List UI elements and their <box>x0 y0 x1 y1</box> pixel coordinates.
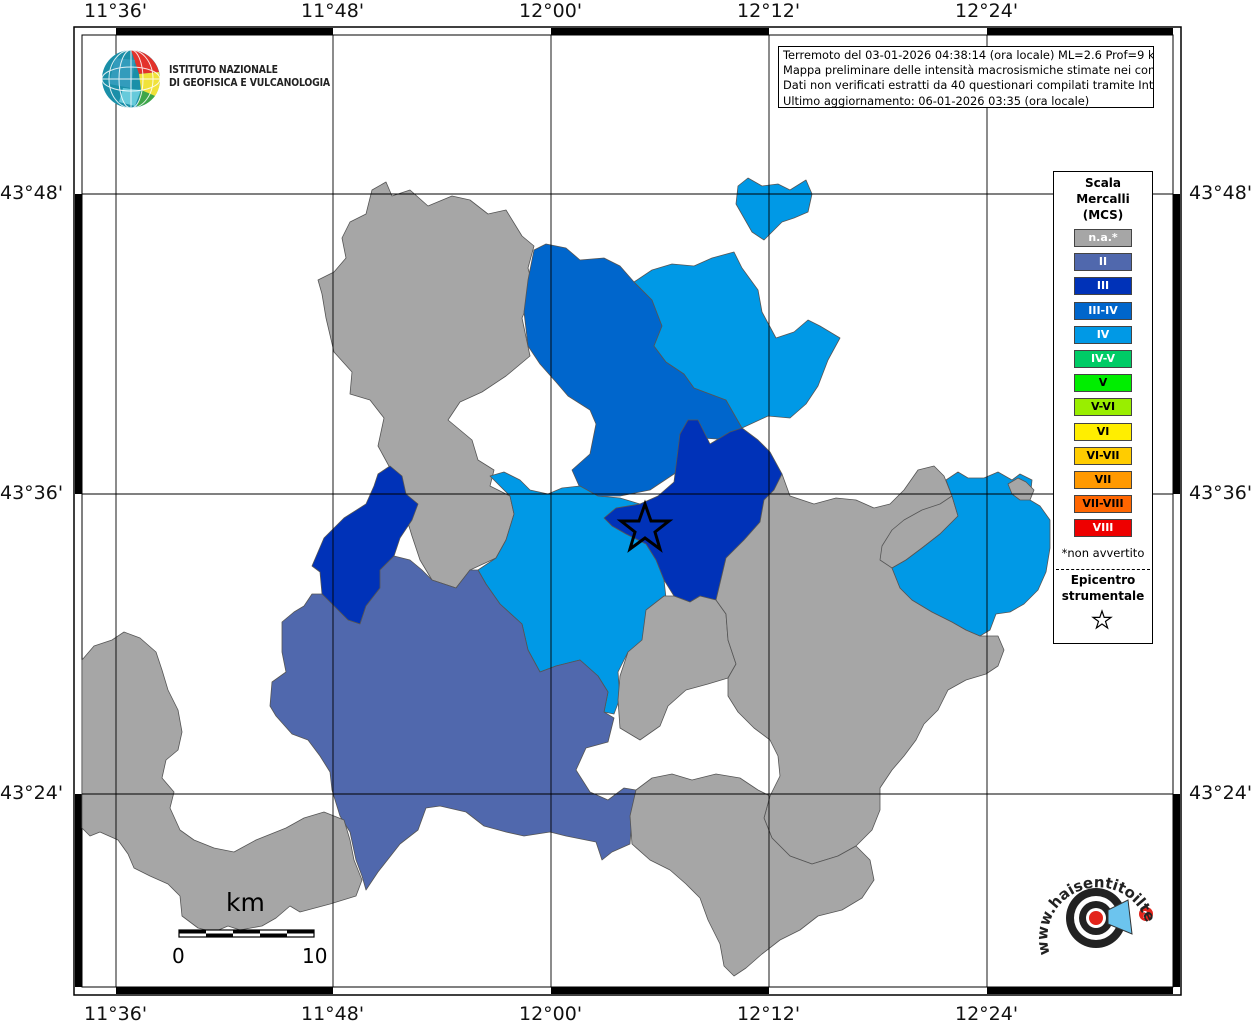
legend-swatch: VII <box>1074 471 1132 489</box>
lat-tick-left: 43°24' <box>0 782 64 804</box>
lon-tick-bottom: 12°12' <box>737 1003 801 1025</box>
lon-tick-top: 12°12' <box>737 0 801 22</box>
legend-swatch: VIII <box>1074 519 1132 538</box>
legend-divider <box>1056 569 1150 570</box>
comuni-polygons <box>81 177 1051 977</box>
info-line-updated: Ultimo aggiornamento: 06-01-2026 03:35 (… <box>783 93 1090 108</box>
comune-gray-east-tip <box>1007 477 1035 501</box>
lon-tick-bottom: 12°00' <box>519 1003 583 1025</box>
epicenter-star-icon <box>616 499 674 553</box>
comune-iv-island <box>735 177 813 241</box>
logo-line-2: DI GEOFISICA E VULCANOLOGIA <box>169 77 330 89</box>
legend-swatch: VII-VIII <box>1074 495 1132 514</box>
ingv-logo: ISTITUTO NAZIONALE DI GEOFISICA E VULCAN… <box>101 48 341 112</box>
lat-tick-left: 43°48' <box>0 182 64 204</box>
info-line-event: Terremoto del 03-01-2026 04:38:14 (ora l… <box>783 48 1154 62</box>
comune-ii-sw <box>269 555 637 891</box>
scale-unit-label: km <box>226 888 265 917</box>
scale-end-label: 10 <box>302 944 328 968</box>
legend-swatch: V-VI <box>1074 398 1132 417</box>
lon-tick-bottom: 12°24' <box>955 1003 1019 1025</box>
comune-gray-sw <box>81 631 363 933</box>
lon-tick-bottom: 11°36' <box>84 1003 148 1025</box>
frame-scale-bars <box>75 28 1180 994</box>
graticule <box>82 35 1173 987</box>
logo-line-1: ISTITUTO NAZIONALE <box>169 64 278 76</box>
legend-note: *non avvertito <box>1061 546 1145 560</box>
legend-swatch: III-IV <box>1074 301 1132 320</box>
svg-text:?: ? <box>1142 910 1148 921</box>
lon-tick-top: 11°36' <box>84 0 148 22</box>
comune-iv-east <box>891 471 1051 637</box>
lon-tick-top: 11°48' <box>301 0 365 22</box>
scale-bar <box>178 929 315 938</box>
legend-swatch: II <box>1074 253 1132 272</box>
legend-swatch: n.a.* <box>1074 229 1132 247</box>
legend-swatch: IV <box>1074 325 1132 344</box>
legend-title-line: (MCS) <box>1082 208 1124 222</box>
haisentito-logo: ? www.haisentitoilterremoto.it <box>1020 848 1168 992</box>
legend-swatch: VI <box>1074 422 1132 441</box>
legend-swatch: VI-VII <box>1074 446 1132 465</box>
lat-tick-left: 43°36' <box>0 482 64 504</box>
legend-title-line: Scala <box>1084 176 1122 190</box>
legend-title-line: Mercalli <box>1076 192 1130 206</box>
haisentito-logo-graphic: ? www.haisentitoilterremoto.it <box>1020 848 1159 957</box>
comune-gray-south <box>629 773 875 977</box>
comune-gray-east-big <box>715 465 1005 865</box>
lat-tick-right: 43°36' <box>1189 482 1253 504</box>
legend-swatch: IV-V <box>1074 350 1132 368</box>
legend-swatch: III <box>1074 277 1132 296</box>
lon-tick-top: 12°24' <box>955 0 1019 22</box>
info-line-data-note: Dati non verificati estratti da 40 quest… <box>783 78 1154 93</box>
event-info-box: Terremoto del 03-01-2026 04:38:14 (ora l… <box>778 46 1154 108</box>
scale-start-label: 0 <box>172 944 185 968</box>
legend-epicenter-line: Epicentro <box>1070 573 1136 587</box>
legend-star-icon <box>1091 609 1113 630</box>
legend-epicenter-line: strumentale <box>1061 588 1145 603</box>
lat-tick-right: 43°24' <box>1189 782 1253 804</box>
lat-tick-right: 43°48' <box>1189 182 1253 204</box>
info-line-description: Mappa preliminare delle intensità macros… <box>783 63 1154 78</box>
mcs-legend: Scala Mercalli (MCS) n.a.* II III III-IV IV I… <box>1053 171 1153 644</box>
comune-iv-ne <box>633 251 841 429</box>
comune-gray-center <box>617 595 737 741</box>
globe-icon <box>101 49 161 109</box>
lon-tick-top: 12°00' <box>519 0 583 22</box>
legend-swatch: V <box>1074 374 1132 393</box>
lon-tick-bottom: 11°48' <box>301 1003 365 1025</box>
